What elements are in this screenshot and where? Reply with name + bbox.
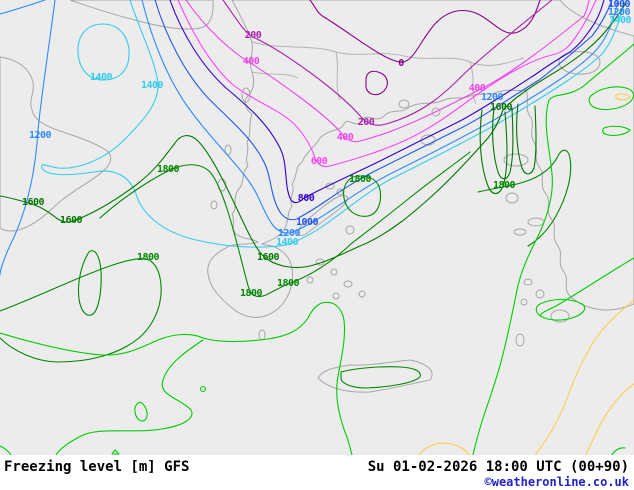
contour-2000-ring (199, 385, 207, 393)
contour-1000-line (154, 0, 613, 221)
valid-time: Su 01-02-2026 18:00 UTC (00+90) (367, 459, 629, 475)
contour-1200-corner-arc (0, 0, 46, 15)
contour-1800-tall-oval (77, 250, 102, 316)
landmasses (0, 0, 634, 393)
contour-1800-loop (343, 175, 382, 217)
contour-2000-hook (55, 339, 204, 455)
contour-200-line (222, 0, 553, 126)
contour-1600-fan-1 (479, 109, 508, 195)
sea-area (0, 0, 634, 455)
contour-600-line (177, 0, 597, 168)
contour-1600-line (0, 0, 628, 269)
contour-2000-corner-arc (0, 445, 12, 455)
contour-1200-west (0, 0, 56, 276)
calabria-sicily (0, 56, 112, 232)
italy-heel (69, 0, 214, 30)
contour-2000-turkey-vertical (472, 43, 634, 455)
contour-400-line (185, 0, 590, 143)
contour-1800-west-blob (0, 258, 162, 363)
contour-0-line (309, 0, 541, 63)
contour-2200-line-1 (534, 299, 634, 455)
crete (317, 359, 433, 393)
contour-1600-fan-2 (492, 107, 514, 180)
contour-2000-right-oval-1 (588, 86, 634, 111)
contour-1800-line (99, 151, 471, 298)
contour-2200-line-2 (585, 383, 634, 455)
contour-0-loop (365, 70, 388, 96)
chart-title: Freezing level [m] GFS (4, 459, 190, 475)
contour-1600-fan-3 (516, 103, 537, 175)
contour-1200-line (141, 0, 619, 234)
contour-1400-line (41, 0, 625, 248)
footer-bar: Freezing level [m] GFS Su 01-02-2026 18:… (0, 455, 634, 490)
contour-2000-teardrop (134, 402, 148, 422)
copyright-link[interactable]: ©weatheronline.co.uk (484, 475, 630, 489)
contour-lines (0, 0, 634, 455)
map-canvas (0, 0, 634, 455)
contour-2000-right-blob (535, 298, 586, 321)
contour-1800-crete-loop (340, 366, 421, 389)
balkans-greece-turkey (207, 0, 634, 318)
contour-2000-right-oval-2 (602, 125, 631, 136)
contour-2200-tiny (615, 93, 631, 101)
contour-800-line (169, 0, 605, 204)
country-borders (251, 41, 525, 105)
contour-2000-south-sweep (0, 301, 353, 455)
contour-2000-right-arc (539, 257, 634, 317)
contour-2000-bottom-tick (611, 447, 626, 455)
sea-of-marmara (558, 51, 601, 75)
freezing-level-map: 1400 1400 1200 200 400 0 400 1200 1600 200 400 600 1… (0, 0, 634, 455)
contour-1400-adriatic-loop (77, 23, 130, 81)
evia (297, 195, 349, 236)
contour-1800-turkey (477, 149, 572, 247)
contour-2200-bottom-arc (418, 442, 470, 455)
contour-2000-tiny-triangle (111, 449, 120, 455)
